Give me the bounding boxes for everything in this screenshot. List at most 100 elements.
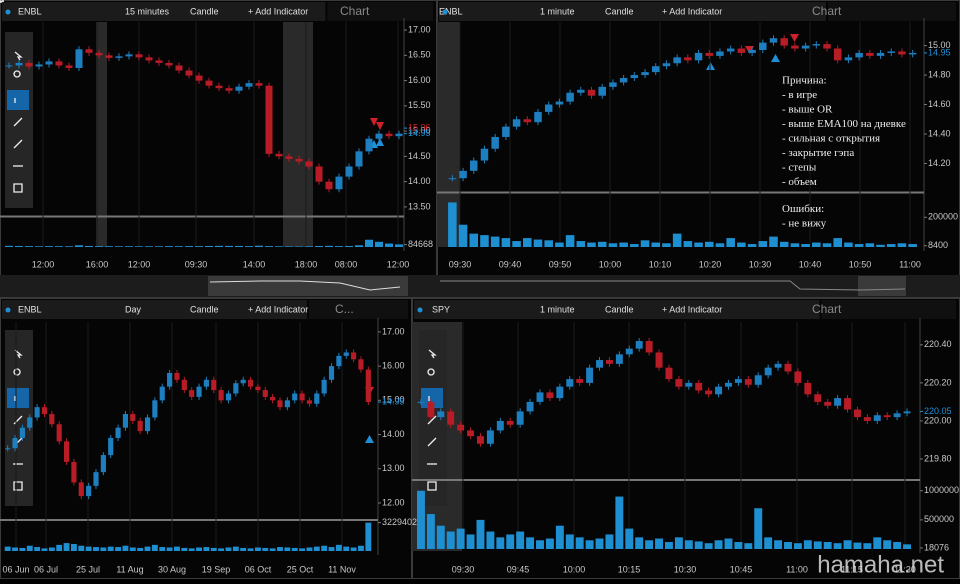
- y-tick-label: 220.00: [924, 415, 952, 425]
- candle: [19, 427, 25, 438]
- tool-icon[interactable]: [1, 0, 437, 447]
- chart-type[interactable]: Candle: [605, 6, 634, 16]
- interval[interactable]: 15 minutes: [125, 6, 170, 16]
- candle: [122, 414, 129, 428]
- volume-bar: [265, 246, 273, 247]
- candle: [78, 482, 84, 497]
- volume-bar: [897, 243, 907, 247]
- x-tick-label: 11 Nov: [328, 564, 356, 574]
- volume-bar: [343, 546, 350, 551]
- add-indicator[interactable]: + Add Indicator: [248, 304, 308, 314]
- x-tick-label: 14:00: [243, 259, 266, 269]
- symbol[interactable]: SPY: [432, 304, 450, 314]
- tool-icon[interactable]: [13, 117, 23, 127]
- tool-icon[interactable]: [13, 481, 23, 491]
- y-tick-label: 14.80: [928, 69, 951, 79]
- volume-bar: [565, 235, 575, 247]
- volume-bar: [863, 543, 872, 549]
- volume-bar: [774, 540, 783, 549]
- toolbar: [439, 2, 827, 21]
- volume-bar: [345, 245, 353, 247]
- interval[interactable]: 1 minute: [540, 304, 575, 314]
- tool-panel: [419, 330, 447, 506]
- candle: [734, 379, 742, 383]
- tool-icon[interactable]: [14, 349, 23, 359]
- candle: [205, 80, 213, 86]
- volume-bar: [78, 545, 85, 551]
- tool-active: [7, 90, 29, 110]
- note-reason: - закрытие гэпа: [782, 147, 854, 159]
- candle: [791, 45, 799, 49]
- candle: [855, 52, 863, 58]
- candle: [63, 441, 70, 462]
- interval[interactable]: Day: [125, 304, 142, 314]
- candle: [833, 48, 842, 61]
- note-reason: - выше EMA100 на дневке: [782, 118, 906, 130]
- tool-icon[interactable]: [427, 481, 437, 491]
- volume-bar: [185, 246, 193, 247]
- volume-bar: [235, 245, 243, 247]
- volume-bar: [395, 244, 403, 247]
- volume-bar: [545, 538, 554, 549]
- candle: [218, 390, 224, 401]
- candle: [365, 369, 371, 403]
- volume-bar: [883, 540, 892, 549]
- candle: [598, 86, 606, 96]
- volume-bar: [165, 246, 173, 247]
- candle: [56, 424, 62, 442]
- chart-type[interactable]: Candle: [605, 304, 634, 314]
- chart-type[interactable]: Candle: [190, 304, 219, 314]
- volume-bar: [115, 547, 122, 551]
- tool-icon[interactable]: [1, 0, 23, 149]
- candle: [506, 420, 514, 425]
- volume-bar: [496, 537, 505, 549]
- candle: [262, 390, 268, 397]
- volume-bar: [291, 547, 298, 551]
- symbol[interactable]: ENBL: [18, 304, 42, 314]
- volume-bar: [747, 244, 757, 247]
- volume-bar: [635, 537, 644, 549]
- candle: [233, 383, 239, 394]
- candle: [305, 161, 313, 167]
- volume-bar: [365, 239, 373, 247]
- candle: [144, 417, 151, 432]
- volume-bar: [100, 547, 107, 551]
- tool-icon[interactable]: [14, 51, 23, 61]
- candle: [467, 430, 475, 437]
- y-tick-label: 15.00: [928, 40, 951, 50]
- add-indicator[interactable]: + Add Indicator: [662, 6, 722, 16]
- candle: [605, 360, 613, 364]
- candle: [203, 379, 209, 387]
- symbol[interactable]: ENBL: [18, 6, 42, 16]
- tool-icon[interactable]: [13, 183, 23, 193]
- chart-type[interactable]: Candle: [190, 6, 219, 16]
- tool-icon[interactable]: [428, 349, 437, 359]
- candle: [536, 392, 544, 402]
- volume-bar: [254, 547, 261, 551]
- volume-tick-label: 84668: [408, 239, 433, 249]
- volume-bar: [724, 538, 733, 549]
- tool-icon[interactable]: [13, 415, 23, 425]
- candle: [873, 415, 881, 421]
- add-indicator[interactable]: + Add Indicator: [248, 6, 308, 16]
- candle: [95, 52, 103, 56]
- volume-bar: [726, 238, 735, 247]
- candle: [784, 363, 792, 372]
- candle: [844, 398, 851, 410]
- volume-bar: [75, 245, 83, 247]
- volume-bar: [48, 547, 55, 551]
- candle: [470, 160, 478, 171]
- add-indicator[interactable]: + Add Indicator: [662, 304, 722, 314]
- volume-bar: [195, 246, 203, 247]
- candle: [345, 166, 353, 177]
- candle: [41, 407, 48, 415]
- volume-bar: [240, 547, 247, 551]
- chart-title: C...: [335, 302, 354, 316]
- volume-bar: [873, 537, 882, 549]
- tool-icon[interactable]: [427, 415, 437, 425]
- volume-bar: [801, 244, 810, 247]
- symbol[interactable]: ENBL: [439, 6, 463, 16]
- x-tick-label: 11:00: [786, 564, 808, 574]
- interval[interactable]: 1 minute: [540, 6, 575, 16]
- volume-bar: [262, 547, 269, 551]
